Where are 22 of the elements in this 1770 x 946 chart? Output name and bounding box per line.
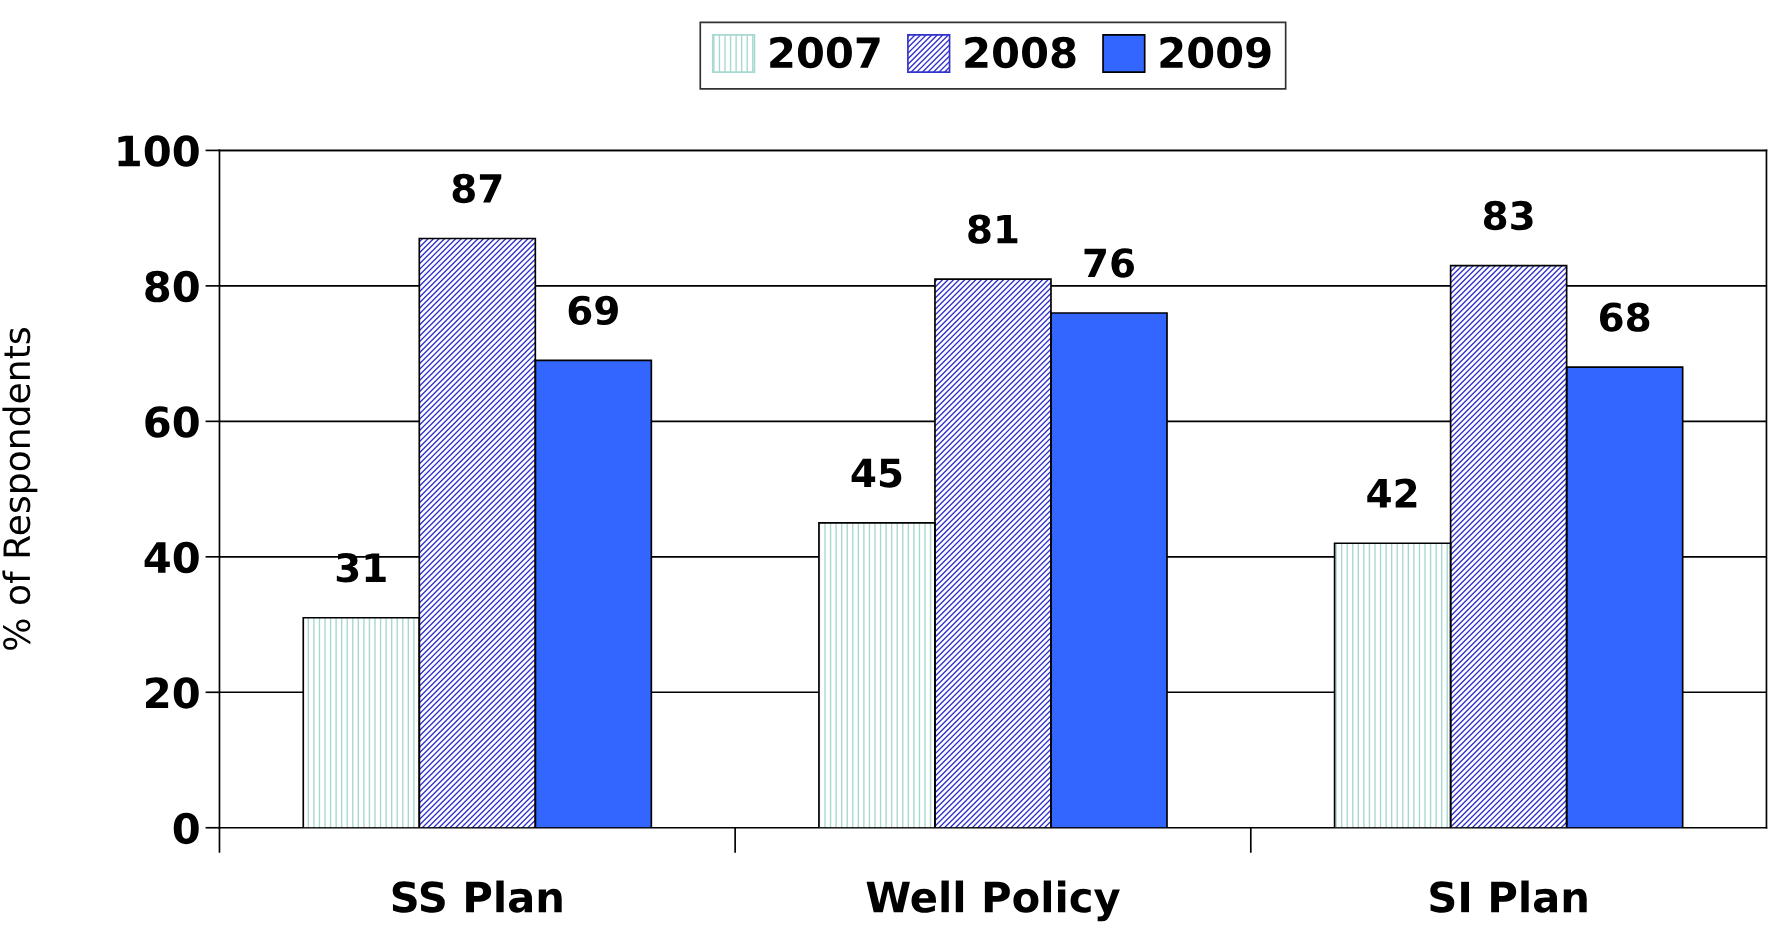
data-label: 87 [452, 173, 502, 204]
y-tick-label: 40 [144, 541, 199, 574]
legend-label: 2008 [965, 36, 1076, 69]
data-label: 42 [1367, 478, 1417, 508]
x-tick-label: Well Policy [866, 880, 1120, 922]
data-label: 76 [1084, 248, 1134, 278]
legend-label: 2007 [770, 36, 880, 69]
y-tick-label: 80 [145, 270, 199, 303]
data-label: 81 [968, 214, 1018, 244]
y-tick-label: 20 [146, 677, 199, 709]
y-tick-label: 0 [173, 812, 199, 845]
x-tick-label: SS Plan [392, 880, 562, 913]
x-tick-label: SI Plan [1430, 880, 1587, 913]
legend-label: 2009 [1160, 36, 1271, 69]
data-label: 68 [1600, 302, 1650, 332]
data-label: 31 [336, 553, 386, 583]
data-label: 45 [851, 458, 902, 488]
data-label: 83 [1483, 200, 1533, 231]
y-tick-label: 60 [145, 406, 199, 438]
data-label: 69 [568, 295, 618, 326]
y-axis-title: % of Respondents [2, 328, 38, 650]
y-tick-label: 100 [118, 135, 199, 167]
